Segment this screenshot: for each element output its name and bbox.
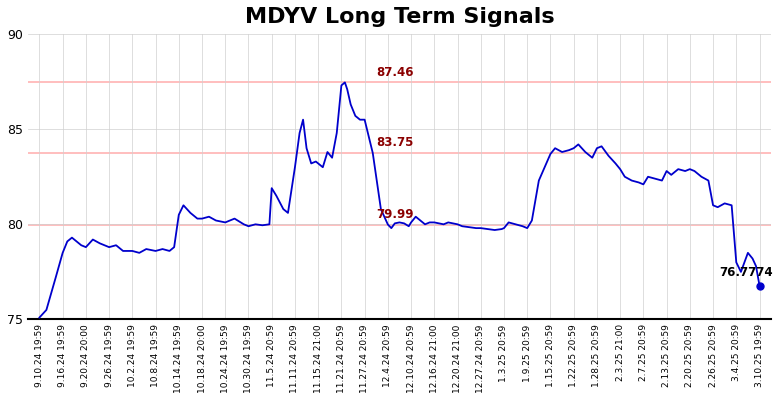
Text: 83.75: 83.75 <box>376 136 414 149</box>
Text: 76.7774: 76.7774 <box>719 266 772 279</box>
Text: 87.46: 87.46 <box>376 66 414 78</box>
Text: 79.99: 79.99 <box>376 208 414 221</box>
Title: MDYV Long Term Signals: MDYV Long Term Signals <box>245 7 554 27</box>
